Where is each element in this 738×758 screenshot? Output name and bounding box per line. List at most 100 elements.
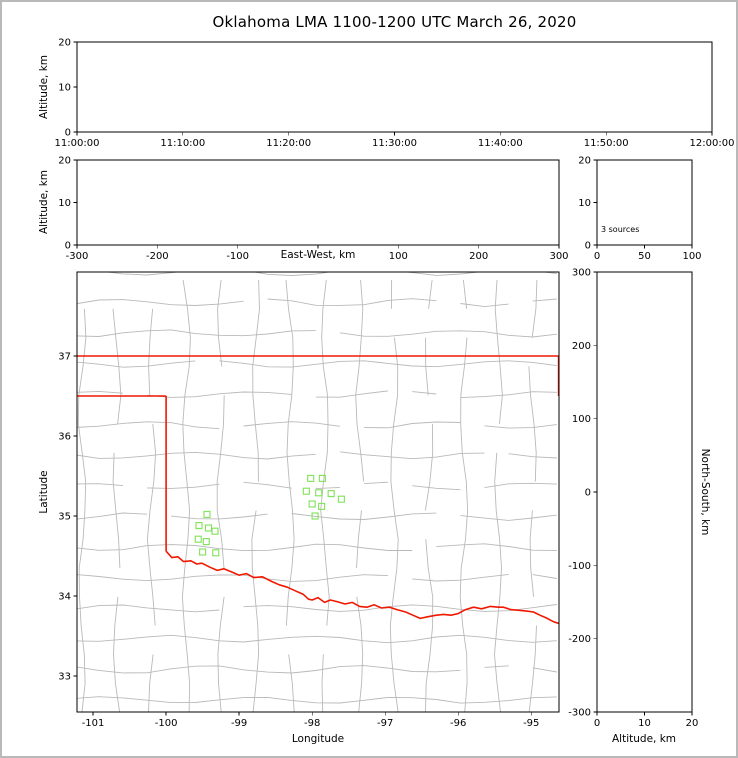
county-line — [320, 279, 330, 626]
plan-view-map-ticks — [73, 355, 532, 716]
tick-label: 0 — [585, 488, 591, 499]
county-line — [148, 654, 154, 712]
tick-label: 10 — [58, 198, 71, 209]
county-line — [77, 604, 220, 613]
plan-view-map-frame — [76, 271, 560, 713]
county-line — [508, 453, 557, 459]
tick-label: 11:20:00 — [266, 138, 311, 149]
county-line — [147, 483, 220, 489]
altitude-vs-north-south-tick-labels: 0 10 20 -300 -200 -100 0 100 200 300 — [568, 268, 698, 730]
county-line — [77, 329, 316, 337]
county-line — [219, 360, 557, 368]
tick-label: -99 — [231, 718, 247, 729]
tick-label: 20 — [686, 718, 699, 729]
tick-label: 200 — [572, 341, 591, 352]
county-line — [363, 481, 389, 485]
figure-title: Oklahoma LMA 1100-1200 UTC March 26, 202… — [212, 13, 577, 31]
county-line — [112, 452, 121, 569]
map-layers — [77, 272, 559, 712]
county-line — [436, 543, 557, 552]
altitude-vs-east-west-tick-labels: -300 -200 -100 100 200 300 0 10 20 — [58, 156, 568, 263]
tick-label: 100 — [682, 251, 701, 262]
county-line — [217, 596, 225, 712]
county-line — [529, 510, 535, 597]
lma-station-marker — [307, 474, 315, 482]
tick-label: -100 — [155, 718, 178, 729]
tick-label: 11:00:00 — [55, 138, 100, 149]
county-line — [355, 279, 365, 482]
ns-height-xlabel: Altitude, km — [611, 733, 677, 745]
county-line — [484, 665, 509, 668]
tick-label: 200 — [469, 251, 488, 262]
red-river-border — [165, 550, 559, 625]
tick-label: 11:40:00 — [478, 138, 523, 149]
county-line — [315, 390, 389, 398]
lma-station-marker — [212, 549, 220, 557]
county-line — [216, 395, 225, 569]
map-xlabel: Longitude — [291, 733, 345, 745]
county-line — [356, 596, 364, 712]
county-line — [77, 574, 389, 582]
county-line — [285, 279, 295, 626]
lma-station-marker — [318, 502, 326, 510]
county-line — [484, 424, 557, 429]
county-line — [532, 298, 557, 302]
county-line — [77, 299, 244, 306]
county-line — [77, 665, 461, 674]
tick-label: 10 — [58, 83, 71, 94]
county-line — [460, 303, 509, 308]
tick-label: -100 — [226, 251, 249, 262]
tick-label: -100 — [568, 561, 591, 572]
lma-station-marker — [318, 474, 326, 482]
tick-label: 37 — [58, 352, 71, 363]
lma-station-marker — [194, 535, 202, 543]
altitude-histogram-ticks — [593, 159, 693, 249]
tick-label: 10 — [578, 198, 591, 209]
county-line — [531, 279, 538, 338]
tick-label: 33 — [58, 672, 71, 683]
tick-label: 36 — [58, 432, 71, 443]
county-line — [77, 308, 87, 712]
county-line — [356, 510, 362, 569]
county-line — [494, 452, 502, 712]
map-ylabel: Latitude — [38, 470, 50, 514]
county-line — [113, 596, 121, 712]
county-line — [77, 451, 316, 460]
tick-label: 100 — [572, 414, 591, 425]
lma-station-marker — [311, 512, 319, 520]
county-line — [243, 481, 292, 489]
lma-station-marker — [302, 487, 310, 495]
tick-label: 0 — [65, 128, 71, 139]
county-line — [77, 543, 413, 552]
altitude-vs-east-west-ticks — [73, 159, 560, 249]
tick-label: -96 — [450, 718, 466, 729]
tick-label: 11:10:00 — [160, 138, 205, 149]
county-line — [412, 573, 509, 582]
tick-label: 0 — [585, 241, 591, 252]
county-line — [315, 486, 340, 490]
county-line — [291, 512, 437, 520]
altitude-vs-time-tick-labels: 11:00:00 11:10:00 11:20:00 11:30:00 11:40:00… — [55, 38, 735, 150]
altitude-histogram-frame — [596, 159, 693, 246]
tick-label: 10 — [638, 718, 651, 729]
county-line — [77, 483, 124, 487]
tick-label: -300 — [568, 708, 591, 719]
tick-label: 50 — [638, 251, 651, 262]
county-line — [148, 308, 154, 396]
county-line — [77, 512, 148, 520]
county-line — [252, 279, 260, 482]
lma-station-marker — [327, 490, 335, 498]
lma-station-marker — [337, 495, 345, 503]
tick-label: -300 — [66, 251, 89, 262]
tick-label: 20 — [58, 156, 71, 167]
county-line — [77, 421, 220, 430]
county-line — [181, 279, 191, 712]
tick-label: 0 — [594, 718, 600, 729]
county-line — [389, 337, 399, 712]
tick-label: 20 — [58, 38, 71, 49]
altitude-histogram-tick-labels: 0 50 100 0 10 20 — [578, 156, 701, 263]
altitude-vs-north-south-frame — [596, 271, 693, 713]
county-line — [339, 451, 485, 460]
lma-station-marker — [211, 527, 219, 535]
